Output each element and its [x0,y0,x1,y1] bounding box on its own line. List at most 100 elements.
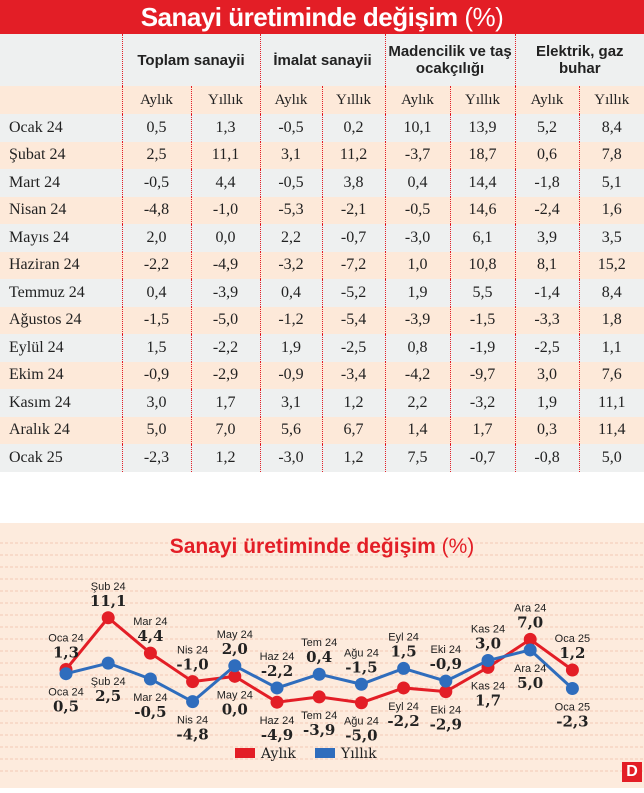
point-category-label: May 24 [217,689,253,701]
page-title: Sanayi üretiminde değişim (%) [0,0,644,34]
data-point [439,674,453,688]
data-label: -1,0 [176,656,208,674]
value-cell: 1,1 [578,334,644,362]
value-cell: 1,9 [259,334,323,362]
value-cell: 5,6 [259,416,323,444]
value-cell: 0,6 [514,141,580,169]
value-cell: 10,1 [384,114,451,142]
value-cell: 7,8 [578,141,644,169]
group-header: Toplam sanayii [121,34,261,86]
group-header: Madencilik ve taş ocakçılığı [384,34,516,86]
value-cell: 0,2 [321,114,386,142]
value-cell: -3,3 [514,306,580,334]
point-category-label: Eki 24 [431,644,462,656]
value-cell: -5,4 [321,306,386,334]
chart-title-unit: (%) [441,535,475,558]
value-cell: 1,5 [121,334,191,362]
value-cell: 5,5 [449,279,516,307]
value-cell: 8,4 [578,114,644,142]
data-label: 11,1 [90,592,127,610]
data-point [312,667,326,681]
point-category-label: Mar 24 [133,616,167,628]
point-category-label: Nis 24 [177,715,208,727]
data-label: -3,9 [303,721,335,739]
value-cell: -1,5 [121,306,191,334]
value-cell: 11,1 [578,389,644,417]
point-category-label: Eyl 24 [388,631,419,643]
data-point [354,677,368,691]
value-cell: 7,0 [190,416,261,444]
subheader: Aylık [514,86,580,114]
table-row: Mayıs 24 2,0 0,0 2,2 -0,7 -3,0 6,1 3,9 3,5 [0,224,644,252]
value-cell: -2,5 [514,334,580,362]
table-row: Kasım 24 3,0 1,7 3,1 1,2 2,2 -3,2 1,9 11,1 [0,389,644,417]
month-label: Aralık 24 [0,416,122,444]
data-point [228,669,242,683]
point-category-label: Şub 24 [91,676,126,688]
value-cell: 1,2 [321,389,386,417]
point-category-label: Eyl 24 [388,701,419,713]
value-cell: -0,5 [121,169,191,197]
legend-swatch [235,748,255,758]
value-cell: -4,8 [121,196,191,224]
value-cell: 2,0 [121,224,191,252]
value-cell: 11,1 [190,141,261,169]
value-cell: -3,2 [259,251,323,279]
point-category-label: Kas 24 [471,680,505,692]
data-point [186,675,200,689]
value-cell: -3,2 [449,389,516,417]
data-label: 2,0 [222,640,248,658]
table-row: Ekim 24 -0,9 -2,9 -0,9 -3,4 -4,2 -9,7 3,0 7,6 [0,361,644,389]
value-cell: 0,4 [259,279,323,307]
data-label: 2,5 [95,687,121,705]
value-cell: 11,2 [321,141,386,169]
logo: D [622,762,642,782]
point-category-label: May 24 [217,629,253,641]
legend-label: Yıllık [340,746,377,762]
data-point [228,659,242,673]
value-cell: -2,1 [321,196,386,224]
value-cell: 0,4 [384,169,451,197]
subheader: Aylık [384,86,451,114]
value-cell: -3,9 [190,279,261,307]
corner-cell [0,34,122,86]
data-point [186,695,200,709]
point-category-label: Tem 24 [301,637,337,649]
table-row: Aralık 24 5,0 7,0 5,6 6,7 1,4 1,7 0,3 11,4 [0,416,644,444]
data-point [565,663,579,677]
value-cell: 8,4 [578,279,644,307]
data-point [143,672,157,686]
table-row: Mart 24 -0,5 4,4 -0,5 3,8 0,4 14,4 -1,8 5,1 [0,169,644,197]
group-header: Elektrik, gaz buhar [514,34,644,86]
legend-label: Aylık [260,746,296,762]
value-cell: -1,9 [449,334,516,362]
point-category-label: Ara 24 [514,663,546,675]
value-cell: -1,8 [514,169,580,197]
data-label: -5,0 [345,727,377,745]
subheader: Yıllık [190,86,261,114]
data-point [439,685,453,699]
data-point [523,632,537,646]
value-cell: 3,0 [121,389,191,417]
value-cell: 8,1 [514,251,580,279]
subheader: Yıllık [578,86,644,114]
month-label: Şubat 24 [0,141,122,169]
table-row: Ağustos 24 -1,5 -5,0 -1,2 -5,4 -3,9 -1,5 -3,3 1,… [0,306,644,334]
value-cell: 0,4 [121,279,191,307]
data-label: 1,7 [475,691,501,709]
value-cell: -3,0 [259,444,323,472]
data-point [397,681,411,695]
value-cell: 1,4 [384,416,451,444]
legend-swatch [315,748,335,758]
value-cell: 14,6 [449,196,516,224]
value-cell: 3,0 [514,361,580,389]
point-category-label: Ağu 24 [344,647,379,659]
month-label: Mayıs 24 [0,224,122,252]
subheader: Aylık [121,86,191,114]
chart-title: Sanayi üretiminde değişim (%) [0,535,644,559]
month-label: Ekim 24 [0,361,122,389]
value-cell: -7,2 [321,251,386,279]
table-row: Haziran 24 -2,2 -4,9 -3,2 -7,2 1,0 10,8 8,1 15,2 [0,251,644,279]
value-cell: -1,4 [514,279,580,307]
value-cell: -3,9 [384,306,451,334]
